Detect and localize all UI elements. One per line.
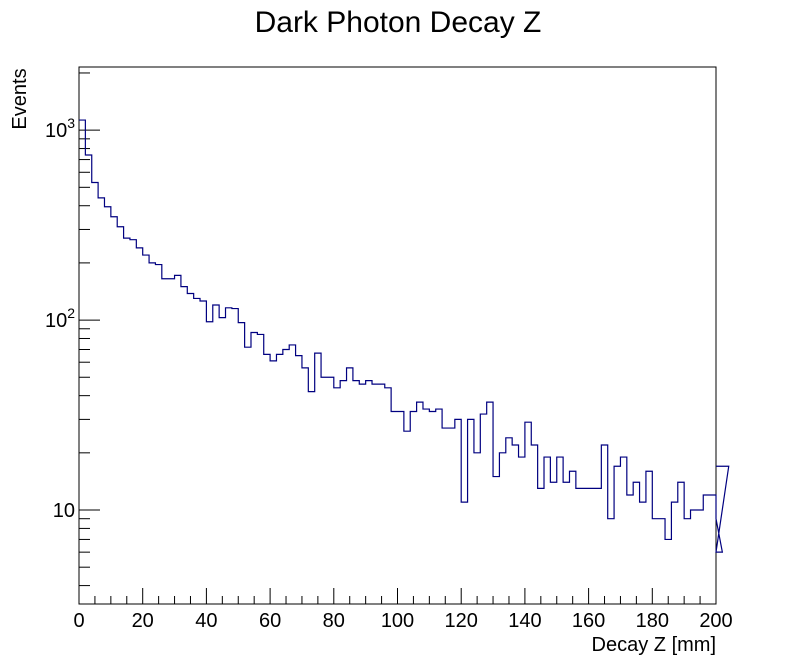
y-tick-label: 103 <box>45 115 75 142</box>
y-axis-label: Events <box>9 68 31 129</box>
x-tick-label: 20 <box>132 610 154 632</box>
tick-labels: 0 20 40 60 80 100 120 140 160 180 200 10 102 103 <box>45 115 733 632</box>
y-tick-label: 10 <box>53 500 75 522</box>
y-tick-label: 102 <box>45 305 75 332</box>
x-tick-label: 60 <box>259 610 281 632</box>
plot-frame <box>78 66 717 605</box>
x-tick-label: 120 <box>445 610 478 632</box>
x-tick-label: 0 <box>73 610 84 632</box>
x-tick-label: 80 <box>323 610 345 632</box>
x-axis-label: Decay Z [mm] <box>592 634 716 656</box>
axis-ticks <box>78 72 717 604</box>
x-tick-label: 140 <box>508 610 541 632</box>
histogram-series-line <box>79 119 730 553</box>
x-tick-label: 160 <box>572 610 605 632</box>
chart-title: Dark Photon Decay Z <box>255 6 542 39</box>
x-tick-label: 100 <box>381 610 414 632</box>
x-tick-label: 180 <box>636 610 669 632</box>
x-tick-label: 200 <box>699 610 732 632</box>
x-tick-label: 40 <box>195 610 217 632</box>
